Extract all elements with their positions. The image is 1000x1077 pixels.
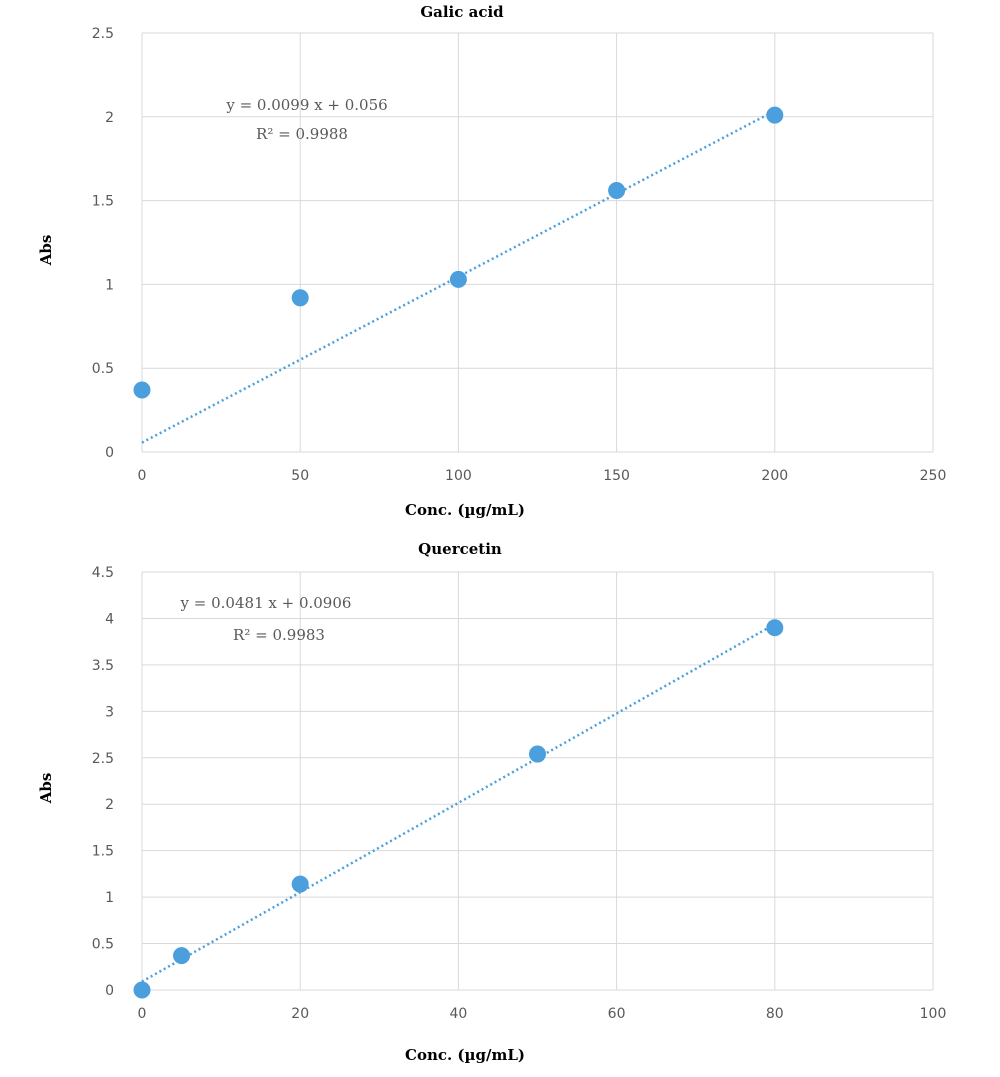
x-tick-label: 20: [291, 1006, 309, 1022]
quercetin-chart: 0 0.5 1 1.5 2 2.5 3 3.5 4 4.5 0 20 40 60 80 100 Quercet…: [37, 540, 946, 1064]
x-tick-label: 150: [603, 468, 630, 484]
data-point: [766, 106, 784, 124]
y-tick-label: 1: [105, 277, 114, 293]
chart-title: Galic acid: [420, 3, 504, 21]
data-point: [173, 947, 191, 965]
tick-labels: 0 0.5 1 1.5 2 2.5 0 50 100 150 200 250: [92, 26, 947, 484]
y-tick-label: 0: [105, 983, 114, 999]
trendline-path: [141, 109, 776, 444]
data-point: [608, 182, 626, 200]
data-points: [133, 106, 784, 399]
y-tick-label: 1.5: [92, 194, 114, 210]
r-squared-label: R² = 0.9983: [233, 626, 325, 644]
data-point: [133, 981, 151, 999]
x-tick-label: 200: [761, 468, 788, 484]
y-tick-label: 2: [105, 110, 114, 126]
y-tick-label: 0.5: [92, 937, 114, 953]
y-tick-label: 0.5: [92, 361, 114, 377]
trendline-path: [141, 623, 776, 983]
galic-acid-chart: 0 0.5 1 1.5 2 2.5 0 50 100 150 200 250 Galic acid A…: [37, 3, 946, 519]
y-tick-label: 1: [105, 890, 114, 906]
data-point: [133, 381, 151, 399]
data-point: [291, 289, 309, 307]
y-tick-label: 0: [105, 445, 114, 461]
data-point: [291, 875, 309, 893]
x-tick-label: 60: [608, 1006, 626, 1022]
y-axis-label: Abs: [37, 235, 55, 267]
x-tick-label: 0: [138, 1006, 147, 1022]
y-tick-label: 2.5: [92, 751, 114, 767]
x-tick-label: 50: [291, 468, 309, 484]
y-tick-label: 3: [105, 704, 114, 720]
x-tick-label: 0: [138, 468, 147, 484]
data-point: [449, 270, 467, 288]
data-points: [133, 619, 784, 999]
trendline: [141, 109, 776, 444]
y-tick-label: 2: [105, 797, 114, 813]
x-tick-label: 250: [920, 468, 947, 484]
x-axis-label: Conc. (µg/mL): [405, 501, 525, 519]
x-tick-label: 40: [449, 1006, 467, 1022]
y-tick-label: 2.5: [92, 26, 114, 42]
y-tick-label: 3.5: [92, 658, 114, 674]
chart-title: Quercetin: [418, 540, 502, 558]
chart-grid: [141, 32, 934, 453]
x-tick-label: 100: [445, 468, 472, 484]
y-tick-label: 4.5: [92, 565, 114, 581]
y-axis-label: Abs: [37, 773, 55, 805]
y-tick-label: 4: [105, 611, 114, 627]
r-squared-label: R² = 0.9988: [256, 125, 348, 143]
x-tick-label: 80: [766, 1006, 784, 1022]
trendline-equation: y = 0.0481 x + 0.0906: [180, 594, 352, 612]
data-point: [766, 619, 784, 637]
x-tick-label: 100: [920, 1006, 947, 1022]
data-point: [529, 745, 546, 763]
trendline: [141, 623, 776, 983]
tick-labels: 0 0.5 1 1.5 2 2.5 3 3.5 4 4.5 0 20 40 60 80 100: [92, 565, 947, 1022]
y-tick-label: 1.5: [92, 844, 114, 860]
trendline-equation: y = 0.0099 x + 0.056: [225, 96, 387, 114]
chart-grid: [141, 571, 934, 991]
x-axis-label: Conc. (µg/mL): [405, 1046, 525, 1064]
